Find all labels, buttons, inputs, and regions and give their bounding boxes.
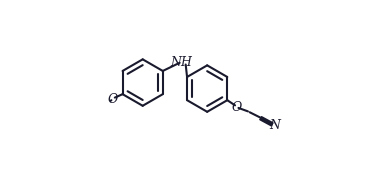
Text: O: O — [232, 101, 242, 114]
Text: N: N — [270, 120, 281, 132]
Text: NH: NH — [171, 56, 192, 69]
Text: O: O — [108, 93, 118, 106]
